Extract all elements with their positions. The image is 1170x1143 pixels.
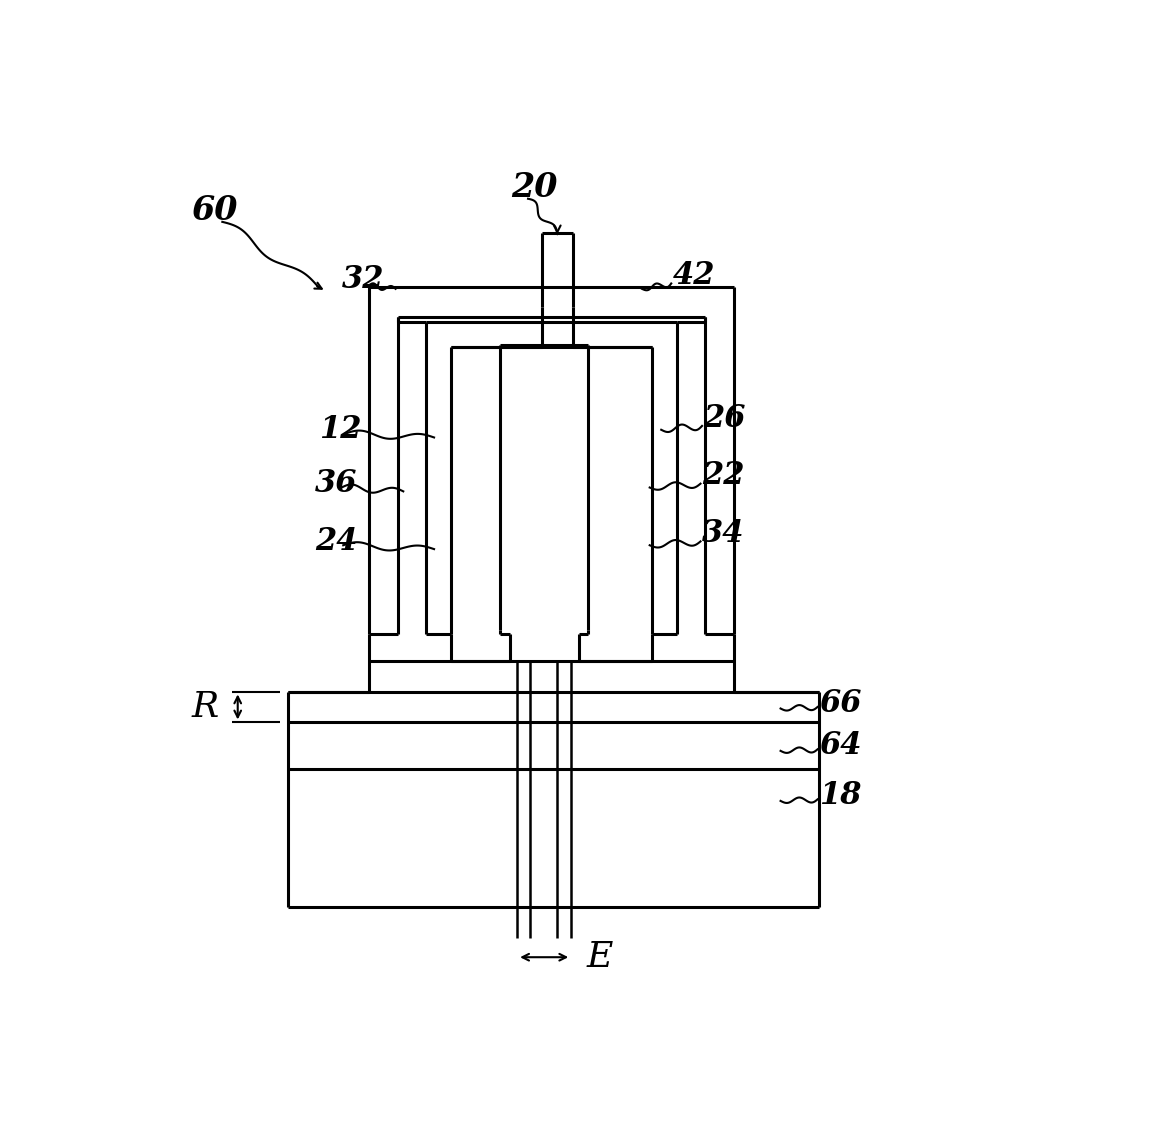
Text: 66: 66	[819, 688, 861, 719]
Text: E: E	[586, 941, 613, 974]
Text: 20: 20	[511, 170, 558, 203]
Text: R: R	[191, 690, 219, 724]
Text: 22: 22	[702, 461, 744, 491]
Text: 60: 60	[192, 194, 238, 226]
Text: 64: 64	[819, 730, 861, 761]
Text: 36: 36	[315, 469, 357, 499]
Text: 34: 34	[702, 518, 744, 549]
Text: 26: 26	[703, 402, 746, 433]
Text: 12: 12	[318, 414, 362, 446]
Text: 24: 24	[315, 526, 357, 557]
Text: 42: 42	[673, 261, 715, 291]
Text: 18: 18	[819, 780, 861, 812]
Text: 32: 32	[342, 264, 384, 295]
